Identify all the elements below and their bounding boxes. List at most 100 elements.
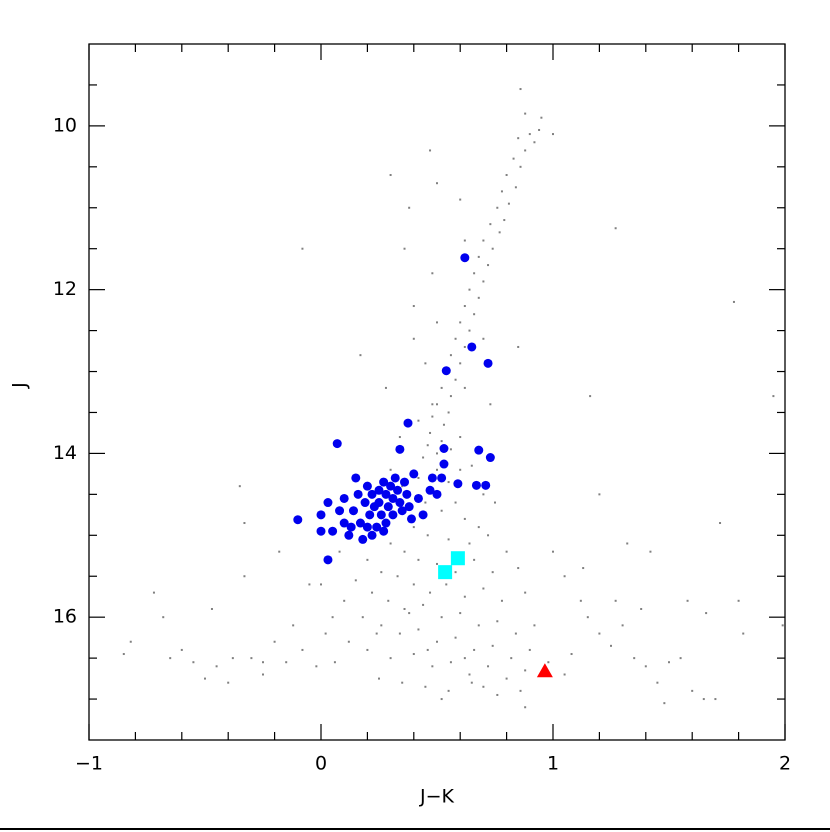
member-point	[383, 502, 393, 512]
star-point	[320, 583, 322, 586]
star-point	[463, 305, 466, 308]
member-point	[406, 514, 416, 524]
member-point	[374, 498, 384, 508]
star-point	[285, 661, 288, 664]
star-point	[482, 587, 485, 590]
star-point	[589, 395, 592, 398]
star-point	[663, 702, 666, 705]
y-tick-label: 16	[53, 606, 77, 628]
star-point	[331, 616, 334, 619]
star-point	[431, 272, 434, 275]
star-point	[473, 558, 476, 561]
star-point	[192, 661, 195, 664]
triangle-point	[536, 663, 553, 678]
star-point	[487, 264, 490, 267]
star-point	[644, 665, 647, 668]
member-point	[483, 358, 493, 368]
star-point	[359, 354, 362, 357]
member-point	[441, 366, 451, 376]
member-point	[404, 502, 414, 512]
star-point	[679, 657, 682, 660]
star-point	[772, 395, 775, 398]
member-point	[381, 489, 391, 499]
star-point	[431, 665, 434, 668]
star-point	[500, 190, 503, 193]
member-point	[367, 530, 377, 540]
star-point	[375, 632, 378, 635]
star-point	[582, 567, 585, 570]
star-point	[668, 661, 670, 664]
member-point	[316, 510, 326, 520]
star-point	[447, 689, 450, 692]
member-point	[323, 498, 333, 508]
star-point	[505, 174, 508, 177]
star-point	[496, 206, 499, 209]
star-point	[512, 157, 515, 160]
star-point	[278, 550, 281, 553]
member-point	[395, 444, 405, 454]
star-point	[524, 706, 527, 709]
star-point	[436, 640, 438, 643]
star-point	[519, 165, 522, 168]
star-point	[431, 403, 434, 406]
member-point	[379, 526, 389, 536]
member-point	[439, 443, 449, 453]
star-point	[719, 522, 722, 525]
x-tick-label: 2	[779, 753, 791, 775]
member-point	[425, 485, 435, 495]
member-point	[362, 522, 372, 532]
star-point	[440, 698, 443, 701]
member-point	[372, 522, 382, 532]
member-point	[453, 479, 463, 489]
star-point	[477, 255, 480, 258]
star-point	[447, 481, 450, 484]
star-point	[500, 599, 503, 602]
star-point	[262, 673, 264, 676]
star-point	[347, 640, 350, 643]
member-point	[376, 510, 386, 520]
member-point	[367, 489, 377, 499]
star-point	[250, 657, 253, 660]
star-point	[686, 599, 689, 602]
star-point	[436, 452, 438, 455]
member-point	[293, 515, 303, 525]
star-point	[412, 305, 415, 308]
star-point	[473, 272, 476, 275]
star-point	[579, 599, 582, 602]
star-point	[524, 591, 527, 594]
star-point	[429, 431, 432, 434]
star-point	[447, 411, 450, 414]
member-point	[358, 534, 368, 544]
member-point	[379, 477, 389, 487]
star-point	[449, 448, 452, 451]
member-point	[332, 439, 342, 449]
star-point	[570, 653, 573, 656]
member-point	[339, 518, 349, 528]
star-point	[468, 673, 471, 676]
star-point	[477, 624, 480, 627]
member-point	[409, 469, 419, 479]
star-point	[447, 538, 450, 541]
star-point	[510, 657, 513, 660]
star-point	[454, 501, 457, 504]
star-point	[519, 88, 522, 91]
star-point	[440, 386, 443, 389]
star-point	[514, 186, 517, 189]
star-point	[633, 657, 636, 660]
star-point	[505, 550, 508, 553]
member-point	[346, 522, 356, 532]
star-point	[210, 607, 213, 610]
star-point	[440, 616, 443, 619]
star-point	[431, 415, 434, 418]
star-point	[463, 345, 466, 348]
star-point	[482, 493, 485, 496]
star-point	[429, 591, 432, 594]
plot-frame	[88, 43, 786, 741]
star-point	[403, 247, 406, 250]
member-point	[388, 510, 398, 520]
y-tick-label: 10	[53, 114, 77, 136]
member-point	[432, 489, 442, 499]
star-point	[378, 677, 380, 680]
star-point	[517, 345, 520, 348]
member-point	[395, 498, 405, 508]
